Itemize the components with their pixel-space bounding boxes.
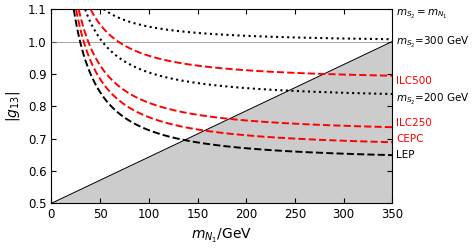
Text: $m_{S_2}$=300 GeV: $m_{S_2}$=300 GeV (396, 35, 470, 50)
Text: CEPC: CEPC (396, 134, 423, 144)
Text: LEP: LEP (396, 150, 414, 160)
Text: ILC500: ILC500 (396, 76, 432, 86)
Y-axis label: $|g_{13}|$: $|g_{13}|$ (4, 91, 22, 122)
Text: ILC250: ILC250 (396, 118, 432, 128)
X-axis label: $m_{N_1}$/GeV: $m_{N_1}$/GeV (191, 227, 253, 245)
Text: $m_{S_2}=m_{N_1}$: $m_{S_2}=m_{N_1}$ (396, 7, 447, 21)
Text: $m_{S_2}$=200 GeV: $m_{S_2}$=200 GeV (396, 92, 470, 107)
